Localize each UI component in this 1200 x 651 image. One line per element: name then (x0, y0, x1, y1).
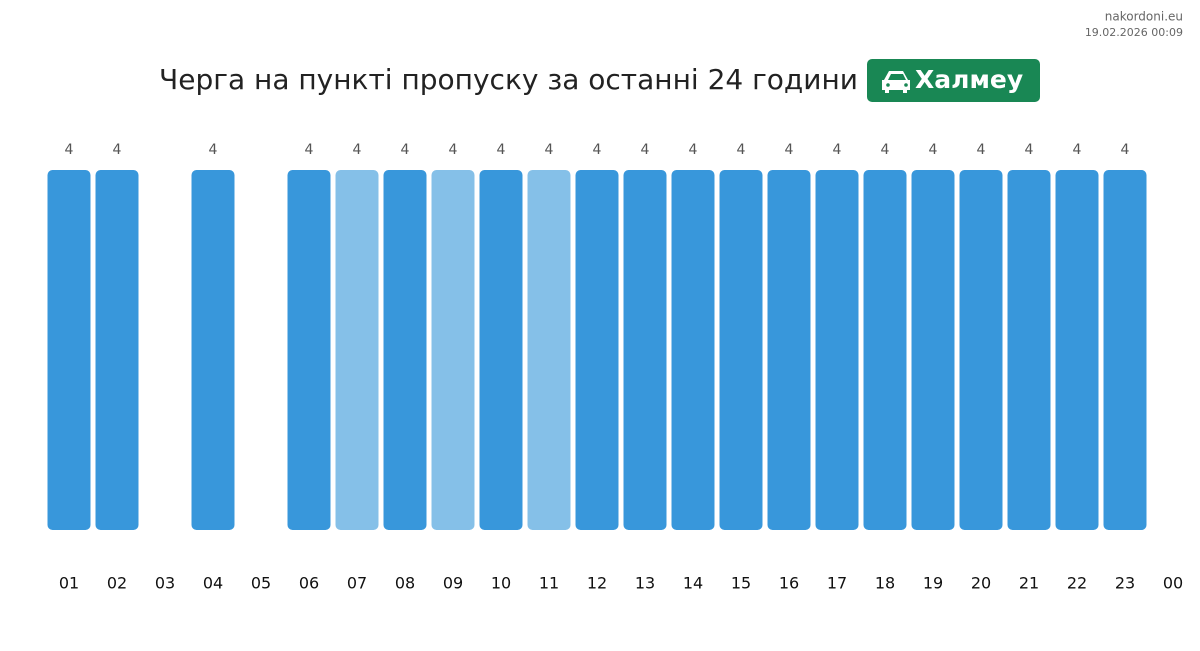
value-label: 4 (113, 142, 122, 158)
value-label: 4 (545, 142, 554, 158)
x-tick-label: 05 (251, 574, 271, 593)
bar (863, 170, 907, 530)
car-icon (882, 71, 910, 93)
bar (527, 170, 571, 530)
x-tick-label: 21 (1019, 574, 1039, 593)
bar (431, 170, 475, 530)
value-label: 4 (305, 142, 314, 158)
timestamp: 19.02.2026 00:09 (1085, 26, 1183, 39)
x-tick-label: 02 (107, 574, 127, 593)
value-label: 4 (881, 142, 890, 158)
value-label: 4 (353, 142, 362, 158)
bar (767, 170, 811, 530)
value-label: 4 (1121, 142, 1130, 158)
bar (287, 170, 331, 530)
chart-title: Черга на пункті пропуску за останні 24 г… (159, 63, 858, 96)
value-label: 4 (689, 142, 698, 158)
value-label: 4 (593, 142, 602, 158)
bar (479, 170, 523, 530)
value-label: 4 (737, 142, 746, 158)
x-tick-label: 08 (395, 574, 415, 593)
bar (959, 170, 1003, 530)
x-tick-label: 01 (59, 574, 79, 593)
x-tick-label: 12 (587, 574, 607, 593)
value-label: 4 (1073, 142, 1082, 158)
x-tick-label: 07 (347, 574, 367, 593)
value-label: 4 (929, 142, 938, 158)
x-tick-label: 16 (779, 574, 799, 593)
bar (815, 170, 859, 530)
value-label: 4 (833, 142, 842, 158)
bar (1055, 170, 1099, 530)
x-tick-label: 06 (299, 574, 319, 593)
x-tick-label: 20 (971, 574, 991, 593)
value-label: 4 (1025, 142, 1034, 158)
value-label: 4 (785, 142, 794, 158)
badge-label: Халмеу (915, 65, 1023, 94)
bar (911, 170, 955, 530)
bar (383, 170, 427, 530)
value-label: 4 (65, 142, 74, 158)
bar (575, 170, 619, 530)
x-tick-label: 03 (155, 574, 175, 593)
bar (623, 170, 667, 530)
x-tick-label: 11 (539, 574, 559, 593)
value-label: 4 (401, 142, 410, 158)
x-tick-label: 13 (635, 574, 655, 593)
x-tick-label: 04 (203, 574, 223, 593)
bar (719, 170, 763, 530)
x-tick-label: 18 (875, 574, 895, 593)
x-tick-label: 23 (1115, 574, 1135, 593)
value-label: 4 (209, 142, 218, 158)
bar (95, 170, 139, 530)
x-tick-label: 15 (731, 574, 751, 593)
x-tick-label: 09 (443, 574, 463, 593)
value-label: 4 (449, 142, 458, 158)
x-tick-label: 19 (923, 574, 943, 593)
bar (1103, 170, 1147, 530)
bar (671, 170, 715, 530)
source: nakordoni.eu (1105, 10, 1183, 24)
x-tick-label: 00 (1163, 574, 1183, 593)
bar (191, 170, 235, 530)
bar (47, 170, 91, 530)
badge (867, 59, 1040, 102)
value-label: 4 (641, 142, 650, 158)
value-label: 4 (977, 142, 986, 158)
x-tick-label: 17 (827, 574, 847, 593)
x-tick-label: 22 (1067, 574, 1087, 593)
bar (1007, 170, 1051, 530)
bar (335, 170, 379, 530)
x-tick-label: 14 (683, 574, 703, 593)
value-label: 4 (497, 142, 506, 158)
x-tick-label: 10 (491, 574, 511, 593)
